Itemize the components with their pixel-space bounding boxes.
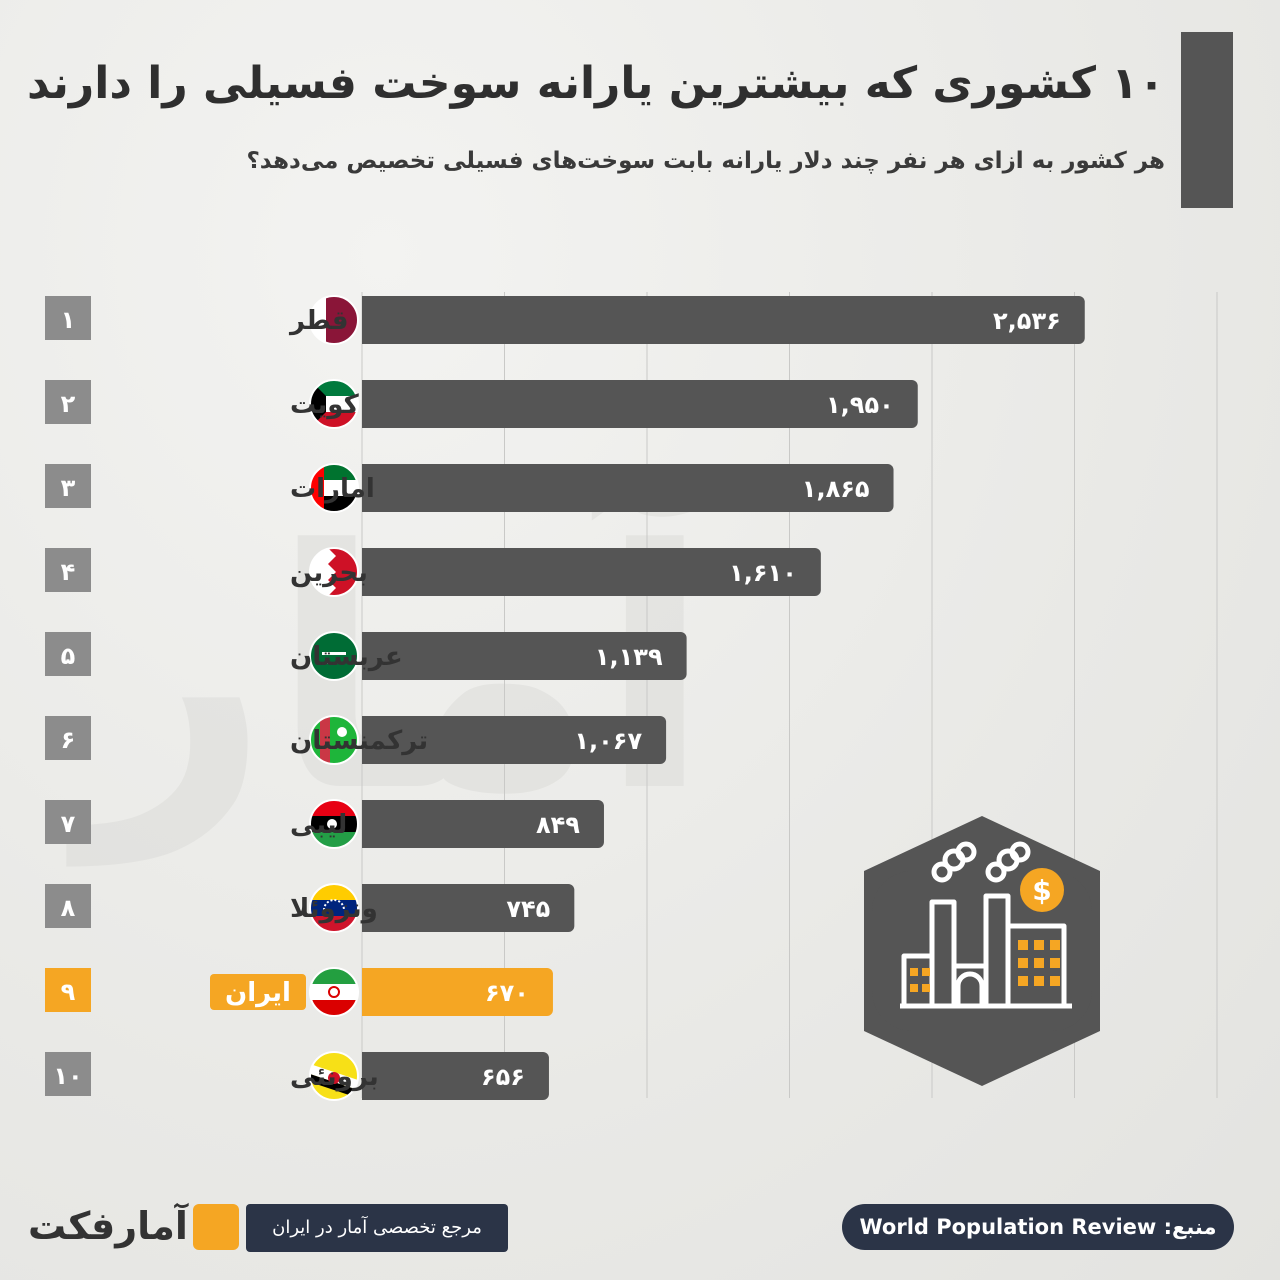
bar <box>362 800 604 848</box>
bar-cap <box>362 380 372 428</box>
bar <box>362 296 1085 344</box>
value-label: ۱,۸۶۵ <box>802 475 870 503</box>
bar-cap <box>362 884 372 932</box>
category-label: کویت <box>290 390 360 420</box>
brand-logo-icon <box>193 1204 239 1250</box>
category-label: بحرین <box>290 558 368 588</box>
source-badge: منبع: World Population Review <box>842 1204 1234 1250</box>
value-label: ۱,۶۱۰ <box>729 559 797 587</box>
brunei-flag-icon <box>309 1051 359 1101</box>
factory-dollar-icon: $ <box>864 816 1100 1086</box>
bar <box>362 884 575 932</box>
bar-cap <box>362 1052 372 1100</box>
value-label: ۱,۹۵۰ <box>826 391 894 419</box>
rank-box <box>45 1052 91 1096</box>
saudi-flag-icon <box>309 631 359 681</box>
rank-label: ۵ <box>61 642 76 670</box>
bar <box>362 380 918 428</box>
rank-label: ۲ <box>61 390 76 418</box>
rank-label: ۱ <box>61 306 76 334</box>
iran-flag-icon <box>309 967 359 1017</box>
category-label: قطر <box>288 306 349 336</box>
rank-box <box>45 380 91 424</box>
bahrain-flag-icon <box>309 547 359 597</box>
turkmenistan-flag-icon <box>309 715 359 765</box>
rank-box <box>45 716 91 760</box>
title-accent-bar <box>1181 32 1233 208</box>
rank-box <box>45 548 91 592</box>
bar-cap <box>362 800 372 848</box>
brand-footer: آمارفکت مرجع تخصصی آمار در ایران <box>28 1200 508 1256</box>
bar <box>362 632 687 680</box>
category-label: امارات <box>290 474 375 504</box>
value-label: ۶۵۶ <box>481 1063 525 1091</box>
rank-box <box>45 296 91 340</box>
rank-box <box>45 632 91 676</box>
category-label: ایران <box>225 978 291 1008</box>
rank-box <box>45 800 91 844</box>
highlight-label-bg <box>210 974 306 1010</box>
bar <box>362 968 553 1016</box>
venezuela-flag-icon <box>309 883 359 933</box>
uae-flag-icon <box>309 463 359 513</box>
rank-label: ۱۰ <box>53 1062 82 1090</box>
page-title: ۱۰ کشوری که بیشترین یارانه سوخت فسیلی را… <box>26 58 1165 109</box>
rank-box <box>45 464 91 508</box>
value-label: ۸۴۹ <box>536 811 580 839</box>
rank-box <box>45 968 91 1012</box>
rank-label: ۹ <box>61 978 76 1006</box>
value-label: ۱,۱۳۹ <box>595 643 663 671</box>
libya-flag-icon <box>309 799 359 849</box>
brand-tagline: مرجع تخصصی آمار در ایران <box>246 1204 508 1252</box>
bar <box>362 1052 549 1100</box>
rank-label: ۴ <box>61 558 76 586</box>
rank-label: ۷ <box>61 810 76 838</box>
category-label: عربستان <box>290 642 403 672</box>
value-label: ۱,۰۶۷ <box>574 727 642 755</box>
rank-label: ۸ <box>61 894 76 922</box>
category-label: ونزوئلا <box>290 894 378 924</box>
category-label: لیبی <box>290 810 347 840</box>
bar-chart: ۱ ۲,۵۳۶ قطر ۲ ۱,۹۵۰ کویت ۳ ۱,۸۶۵ امارات ۴ ۱,۶۱۰ بحر… <box>45 292 1218 1101</box>
bar-cap <box>362 464 372 512</box>
brand-logo-text: آمارفکت <box>28 1204 188 1248</box>
bar-cap <box>362 716 372 764</box>
rank-box <box>45 884 91 928</box>
bar-cap <box>362 968 372 1016</box>
value-label: ۷۴۵ <box>506 895 550 923</box>
value-label: ۲,۵۳۶ <box>993 307 1061 335</box>
qatar-flag-icon <box>309 295 359 345</box>
category-label: ترکمنستان <box>290 726 428 756</box>
svg-text:$: $ <box>1032 874 1051 907</box>
bar <box>362 716 667 764</box>
page-subtitle: هر کشور به ازای هر نفر چند دلار یارانه ب… <box>246 148 1165 174</box>
bar-cap <box>362 632 372 680</box>
value-label: ۶۷۰ <box>485 979 529 1007</box>
category-label: برونئی <box>290 1062 379 1092</box>
bar <box>362 548 821 596</box>
rank-label: ۳ <box>61 474 76 502</box>
bar-cap <box>362 548 372 596</box>
kuwait-flag-icon <box>309 379 359 429</box>
bar <box>362 464 894 512</box>
bar-cap <box>362 296 372 344</box>
rank-label: ۶ <box>61 726 76 754</box>
